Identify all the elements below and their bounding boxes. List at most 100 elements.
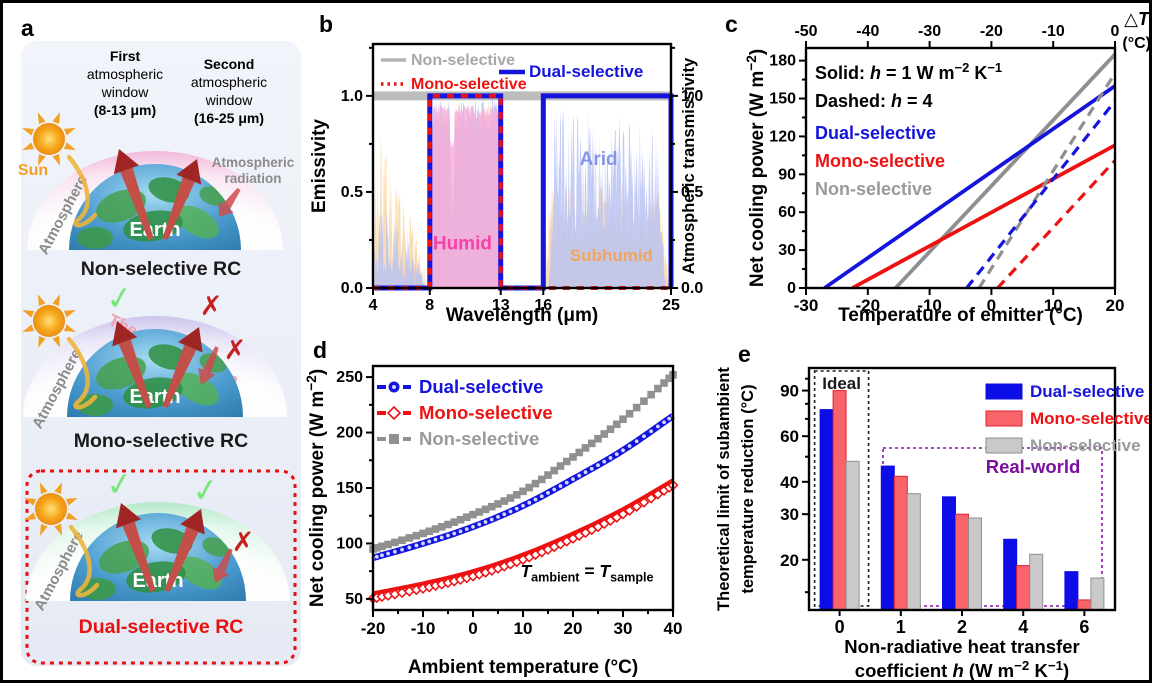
- series-label: Non-selective: [815, 179, 932, 199]
- first-window-label: First: [110, 48, 141, 64]
- y-tick-label-right: 1.0: [681, 88, 703, 105]
- check-icon: ✓: [190, 470, 222, 509]
- y-tick-label: 20: [780, 551, 799, 570]
- radiation-arrow: [212, 548, 233, 583]
- legend-dual-selective: Dual-selective: [1030, 382, 1144, 401]
- right-axis-title: Atmospheric transmissivity: [680, 57, 698, 274]
- y-axis-title-line2: temperature reduction (°C): [739, 384, 757, 593]
- radiation-arrow: [162, 159, 202, 241]
- y-axis-title: Emissivity: [309, 119, 330, 213]
- y-tick-label: 0.5: [341, 184, 363, 201]
- radiation-arrow: [112, 321, 152, 408]
- series-non-selective-h=1: [894, 53, 1117, 290]
- y-tick-label: 30: [778, 242, 796, 259]
- top-tick-label: 0: [1111, 23, 1120, 40]
- x-tick-label: -20: [361, 619, 386, 638]
- series-label: Mono-selective: [815, 151, 945, 171]
- series-dual-selective-h=4: [965, 100, 1117, 289]
- y-tick-label: 1.0: [341, 88, 363, 105]
- sun-label: Sun: [18, 162, 48, 179]
- y-tick-label: 40: [780, 473, 799, 492]
- earth-illustration: Earth: [70, 513, 246, 601]
- series-mono-selective-h=4: [996, 159, 1117, 290]
- y-tick-label: 100: [336, 535, 363, 552]
- panel-c-label: c: [725, 11, 738, 37]
- series-dual-selective: [371, 413, 675, 562]
- cross-icon: ✗: [224, 335, 247, 365]
- x-tick-label: 30: [614, 619, 633, 638]
- x-tick-label: -20: [856, 296, 881, 315]
- x-tick-label: 8: [425, 297, 434, 314]
- y-tick-label: 150: [336, 480, 363, 497]
- bars-non-selective: [845, 460, 1105, 611]
- y-tick-label: 60: [778, 204, 796, 221]
- atmospheric-radiation-label: Atmospheric: [212, 155, 295, 170]
- sun-icon: [22, 294, 76, 348]
- plot-frame: [371, 42, 673, 290]
- x-tick-label: -30: [794, 296, 819, 315]
- ideal-label: Ideal: [822, 374, 861, 393]
- x-axis-title: Wavelength (μm): [446, 305, 598, 326]
- cross-icon: ✗: [232, 527, 255, 557]
- series-non-selective-h=4: [977, 72, 1117, 289]
- panel-d-label: d: [313, 337, 328, 363]
- t-ambient-annotation: Tambient = Tsample: [520, 561, 653, 585]
- y-tick-label: 90: [780, 382, 799, 401]
- check-icon: ✓: [104, 278, 136, 317]
- y-tick-label: 200: [336, 425, 363, 442]
- scene-title: Mono-selective RC: [74, 430, 248, 452]
- delta-t-label: △T: [1124, 9, 1151, 29]
- delta-t-unit: (°C): [1122, 35, 1151, 52]
- plot-frame: [804, 46, 1117, 290]
- category-label: 6: [1079, 617, 1089, 637]
- second-window-label: Second: [204, 56, 255, 72]
- x-tick-label: 10: [1044, 296, 1063, 315]
- x-tick-label: 20: [564, 619, 583, 638]
- real-world-label: Real-world: [986, 456, 1081, 477]
- series-mono-selective-h=1: [851, 143, 1116, 290]
- top-tick-label: -50: [794, 23, 817, 40]
- y-tick-label: 50: [345, 591, 363, 608]
- spectrum-label: Humid: [433, 234, 492, 255]
- cross-icon: ✗: [200, 291, 223, 321]
- first-window-label: atmospheric: [87, 66, 163, 82]
- series-mono-selective: [367, 478, 679, 604]
- scene-title: Dual-selective RC: [79, 616, 244, 638]
- y-tick-label: 30: [780, 505, 799, 524]
- first-window-label: (8-13 μm): [94, 102, 156, 118]
- spectrum-label: Arid: [580, 149, 618, 170]
- y-tick-label: 250: [336, 369, 363, 386]
- x-tick-label: 4: [369, 297, 378, 314]
- y-tick-label: 180: [769, 53, 796, 70]
- y-tick-label-right: 0.0: [681, 280, 703, 297]
- series-dual-selective-h=1: [823, 84, 1117, 290]
- radiation-arrow: [164, 509, 205, 593]
- x-tick-label: -10: [411, 619, 436, 638]
- sun-ray-icon: [68, 524, 100, 598]
- y-tick-label: 90: [778, 166, 796, 183]
- x-tick-label: 40: [664, 619, 683, 638]
- x-axis-title: Ambient temperature (°C): [408, 657, 638, 678]
- y-axis-title: Net cooling power (W m−2): [304, 369, 328, 607]
- y-axis-title: Net cooling power (W m−2): [744, 49, 768, 287]
- sun-ray-icon: [66, 154, 98, 228]
- x-axis-title-line1: Non-radiative heat transfer: [844, 636, 1079, 657]
- x-tick-label: 0: [468, 619, 477, 638]
- dashed-annotation: Dashed: h = 4: [815, 91, 933, 111]
- legend-mono-selective: Mono-selective: [1030, 409, 1152, 428]
- legend-dual-selective: Dual-selective: [419, 376, 543, 397]
- radiation-arrow: [162, 327, 203, 409]
- atmospheric-radiation-label: radiation: [224, 171, 281, 186]
- x-tick-label: 10: [514, 619, 533, 638]
- top-tick-label: -20: [980, 23, 1003, 40]
- category-label: 0: [835, 617, 845, 637]
- sun-ray-icon: [66, 336, 98, 410]
- panel-a-label: a: [21, 15, 34, 41]
- radiation-arrow: [116, 503, 156, 592]
- category-label: 1: [896, 617, 906, 637]
- category-label: 4: [1018, 617, 1028, 637]
- radiation-arrow: [113, 149, 154, 240]
